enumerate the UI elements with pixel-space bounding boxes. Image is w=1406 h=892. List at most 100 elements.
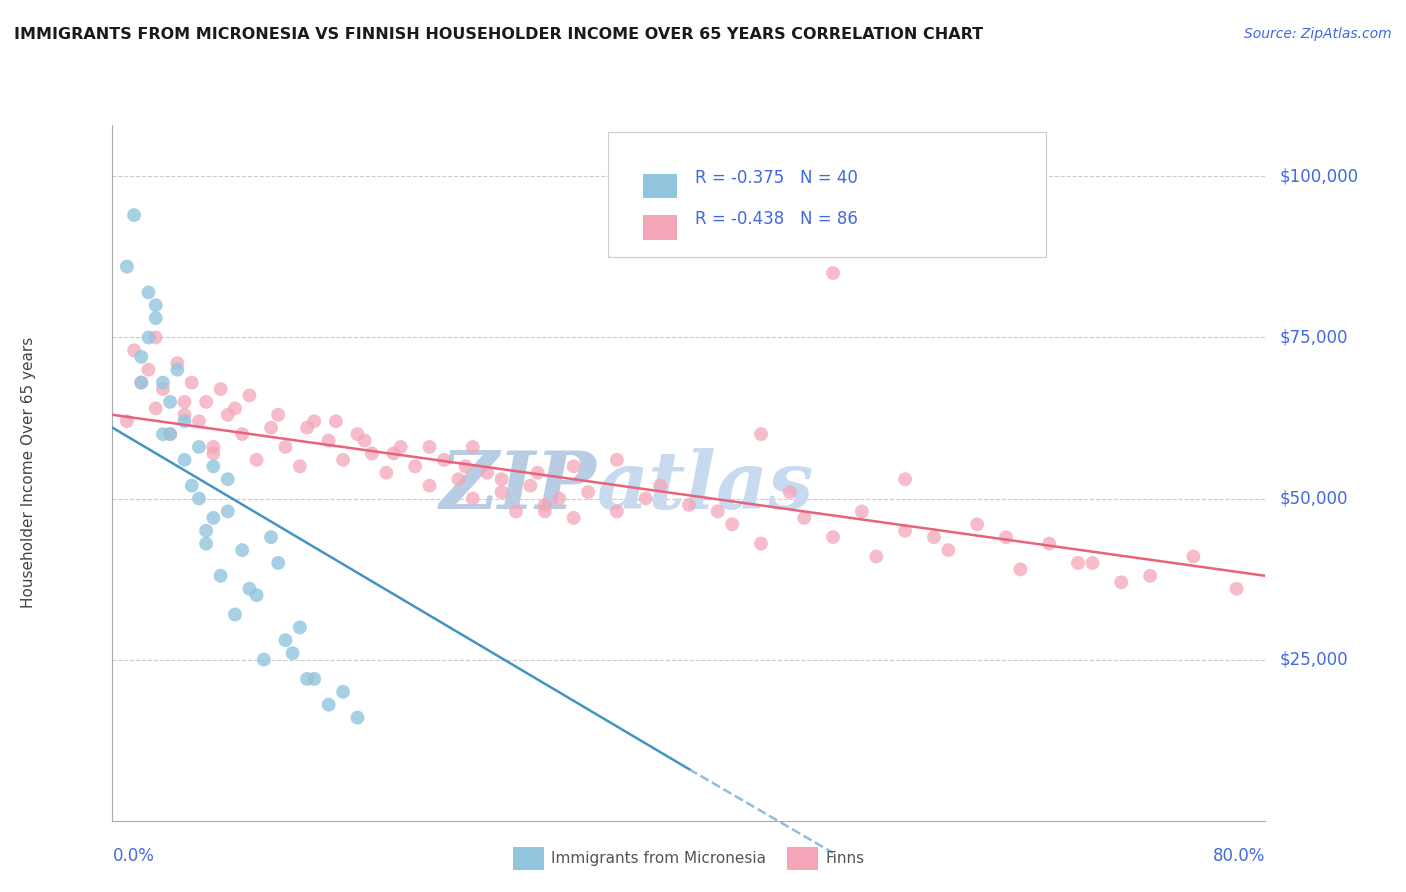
Point bbox=[209, 569, 232, 583]
Point bbox=[606, 504, 628, 518]
Point bbox=[966, 517, 988, 532]
Point bbox=[195, 524, 218, 538]
Text: 80.0%: 80.0% bbox=[1213, 847, 1265, 865]
Point bbox=[159, 427, 181, 442]
Point bbox=[562, 511, 585, 525]
Text: $75,000: $75,000 bbox=[1279, 328, 1348, 346]
Point bbox=[779, 485, 801, 500]
Point bbox=[129, 376, 153, 390]
Point bbox=[995, 530, 1018, 544]
Point bbox=[202, 446, 225, 460]
Point bbox=[188, 440, 211, 454]
Point bbox=[129, 350, 153, 364]
Text: $25,000: $25,000 bbox=[1279, 650, 1348, 669]
Point bbox=[325, 414, 347, 428]
Point bbox=[304, 414, 326, 428]
Point bbox=[159, 427, 181, 442]
Point bbox=[533, 498, 555, 512]
Point bbox=[145, 401, 167, 416]
Point bbox=[533, 504, 555, 518]
Text: R = -0.438   N = 86: R = -0.438 N = 86 bbox=[695, 210, 858, 228]
Point bbox=[288, 459, 311, 474]
Point bbox=[865, 549, 887, 564]
Text: $50,000: $50,000 bbox=[1279, 490, 1348, 508]
Point bbox=[375, 466, 398, 480]
Point bbox=[217, 504, 239, 518]
Point bbox=[122, 343, 145, 358]
Point bbox=[173, 453, 195, 467]
Point bbox=[152, 376, 174, 390]
Point bbox=[332, 453, 354, 467]
Point bbox=[267, 408, 290, 422]
Text: 0.0%: 0.0% bbox=[112, 847, 155, 865]
Point bbox=[202, 511, 225, 525]
Point bbox=[188, 414, 211, 428]
Text: R = -0.375   N = 40: R = -0.375 N = 40 bbox=[695, 169, 858, 186]
Point bbox=[1111, 575, 1133, 590]
Point bbox=[304, 672, 326, 686]
Point bbox=[793, 511, 815, 525]
Point bbox=[419, 440, 441, 454]
Point bbox=[1010, 562, 1032, 576]
Point bbox=[721, 517, 744, 532]
Point bbox=[260, 530, 283, 544]
Point bbox=[217, 408, 239, 422]
Text: Householder Income Over 65 years: Householder Income Over 65 years bbox=[21, 337, 35, 608]
Point bbox=[253, 652, 276, 666]
Point bbox=[180, 376, 202, 390]
Point bbox=[138, 285, 160, 300]
Text: Finns: Finns bbox=[825, 852, 865, 866]
Point bbox=[821, 530, 844, 544]
Point bbox=[454, 459, 477, 474]
Point bbox=[1081, 556, 1104, 570]
Point bbox=[231, 427, 253, 442]
Point bbox=[202, 459, 225, 474]
Point bbox=[202, 440, 225, 454]
Point bbox=[353, 434, 375, 448]
Point bbox=[475, 466, 498, 480]
Point bbox=[346, 427, 368, 442]
Point bbox=[491, 485, 513, 500]
Text: Immigrants from Micronesia: Immigrants from Micronesia bbox=[551, 852, 766, 866]
Point bbox=[851, 504, 873, 518]
Text: Source: ZipAtlas.com: Source: ZipAtlas.com bbox=[1244, 27, 1392, 41]
Point bbox=[1067, 556, 1090, 570]
Bar bbox=[643, 174, 678, 199]
Point bbox=[360, 446, 382, 460]
Point bbox=[129, 376, 153, 390]
Point bbox=[274, 440, 297, 454]
Bar bbox=[643, 215, 678, 240]
Point bbox=[346, 710, 368, 724]
Point bbox=[274, 633, 297, 648]
Point bbox=[145, 311, 167, 326]
Point bbox=[152, 382, 174, 396]
Point bbox=[678, 498, 700, 512]
Point bbox=[173, 395, 195, 409]
Point bbox=[936, 543, 959, 558]
Point bbox=[295, 672, 318, 686]
Text: $100,000: $100,000 bbox=[1279, 168, 1358, 186]
Point bbox=[433, 453, 456, 467]
Point bbox=[894, 524, 917, 538]
Point bbox=[318, 698, 340, 712]
Point bbox=[152, 427, 174, 442]
Point bbox=[389, 440, 412, 454]
Point bbox=[461, 440, 484, 454]
Point bbox=[224, 607, 246, 622]
Point bbox=[217, 472, 239, 486]
Point bbox=[188, 491, 211, 506]
Point bbox=[318, 434, 340, 448]
Point bbox=[159, 395, 181, 409]
Point bbox=[1182, 549, 1205, 564]
Point bbox=[749, 536, 772, 550]
Point bbox=[382, 446, 405, 460]
Point bbox=[288, 620, 311, 634]
Point bbox=[461, 491, 484, 506]
Point bbox=[419, 478, 441, 492]
Point bbox=[894, 472, 917, 486]
Point bbox=[195, 395, 218, 409]
Point bbox=[648, 478, 672, 492]
Point bbox=[281, 646, 304, 660]
Point bbox=[122, 208, 145, 222]
Text: ZIP: ZIP bbox=[440, 448, 596, 525]
